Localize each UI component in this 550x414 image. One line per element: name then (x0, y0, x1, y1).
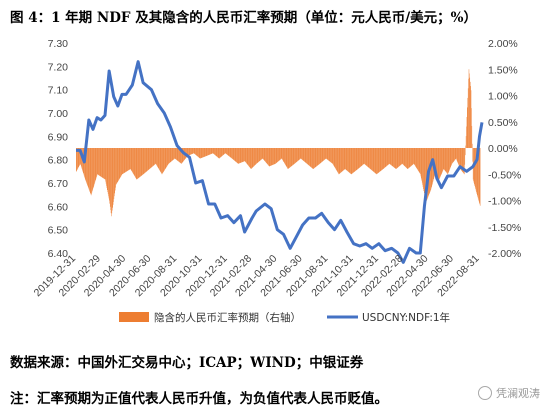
legend: 隐含的人民币汇率预期（右轴） USDCNY:NDF:1年 (119, 311, 450, 324)
left-tick-label: 7.10 (48, 85, 69, 97)
left-tick-label: 7.20 (48, 61, 69, 73)
legend-label-expectation: 隐含的人民币汇率预期（右轴） (154, 311, 301, 324)
figure-title: 图 4：1 年期 NDF 及其隐含的人民币汇率预期（单位：元人民币/美元；%） (10, 10, 477, 26)
line-series-ndf (76, 60, 484, 264)
legend-swatch-expectation (119, 312, 149, 322)
x-axis-tick-labels: 2019-12-312020-02-292020-04-302020-06-30… (32, 253, 482, 300)
note-text: 注：汇率预期为正值代表人民币升值，为负值代表人民币贬值。 (10, 391, 388, 407)
left-axis-tick-labels: 6.40 6.50 6.60 6.70 6.80 6.90 7.00 7.10 7.20 7.30 (48, 38, 69, 260)
right-tick-label: 1.00% (488, 91, 518, 103)
ndf-line (76, 60, 484, 264)
left-tick-label: 6.70 (48, 178, 69, 190)
left-tick-label: 6.60 (48, 201, 69, 213)
right-tick-label: -1.00% (488, 196, 521, 208)
right-tick-label: -2.00% (488, 248, 521, 260)
right-tick-label: -1.50% (488, 222, 521, 234)
left-tick-label: 6.50 (48, 225, 69, 237)
watermark: 凭澜观涛 (478, 385, 540, 401)
left-tick-label: 6.80 (48, 155, 69, 167)
left-tick-label: 7.30 (48, 38, 69, 50)
chart: 6.40 6.50 6.60 6.70 6.80 6.90 7.00 7.10 7.20 7.30… (32, 38, 522, 324)
left-tick-label: 6.90 (48, 131, 69, 143)
right-tick-label: -0.50% (488, 169, 521, 181)
source-text: 数据来源：中国外汇交易中心；ICAP；WIND；中银证券 (10, 355, 364, 371)
right-tick-label: 2.00% (488, 38, 518, 50)
right-tick-label: 0.50% (488, 117, 518, 129)
right-axis-tick-labels: 2.00% 1.50% 1.00% 0.50% 0.00% -0.50% -1.00% -1.… (488, 38, 521, 260)
watermark-text: 凭澜观涛 (496, 387, 540, 400)
wechat-icon (478, 386, 492, 400)
legend-label-ndf: USDCNY:NDF:1年 (362, 311, 450, 324)
bar-series-expectation (76, 69, 481, 217)
left-tick-label: 6.40 (48, 248, 69, 260)
left-tick-label: 7.00 (48, 108, 69, 120)
right-tick-label: 1.50% (488, 64, 518, 76)
right-tick-label: 0.00% (488, 143, 518, 155)
